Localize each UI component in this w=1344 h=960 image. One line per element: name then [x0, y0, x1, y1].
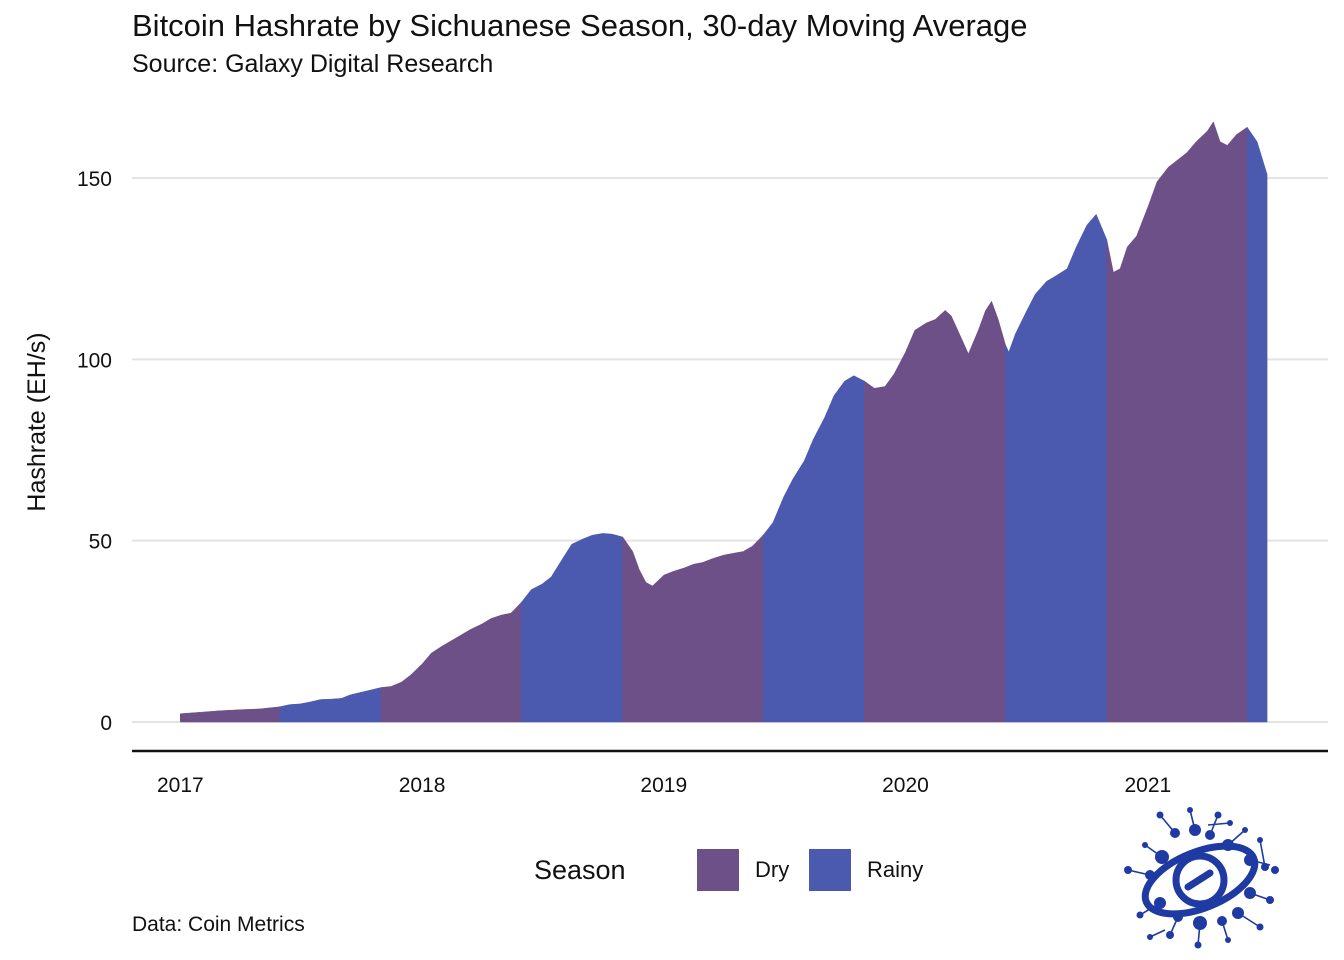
- area-segment-dry: [180, 706, 280, 723]
- area-segment-rainy: [762, 375, 865, 723]
- x-tick-label: 2017: [157, 774, 204, 797]
- area-segment-dry: [380, 601, 522, 723]
- legend-item-rainy: Rainy: [809, 849, 923, 891]
- chart-title: Bitcoin Hashrate by Sichuanese Season, 3…: [132, 8, 1028, 43]
- y-axis-label: Hashrate (EH/s): [23, 332, 51, 511]
- area-segment-dry: [622, 534, 764, 723]
- area-segment-rainy: [279, 687, 382, 723]
- y-tick-label: 0: [100, 712, 112, 735]
- legend-item-dry: Dry: [697, 849, 789, 891]
- x-tick-label: 2018: [399, 774, 446, 797]
- legend-label-dry: Dry: [755, 857, 790, 882]
- area-segment-rainy: [1246, 126, 1268, 723]
- x-tick-label: 2021: [1125, 774, 1172, 797]
- chart-subtitle: Source: Galaxy Digital Research: [132, 50, 494, 78]
- x-tick-label: 2019: [640, 774, 687, 797]
- galaxy-digital-logo: [1124, 807, 1279, 949]
- area-segment-rainy: [521, 533, 623, 723]
- legend-swatch-rainy: [809, 849, 851, 891]
- legend-label-rainy: Rainy: [867, 857, 924, 882]
- season-areas: [180, 121, 1268, 723]
- legend-swatch-dry: [697, 849, 739, 891]
- area-segment-dry: [864, 300, 1006, 723]
- x-tick-labels: 2017 2018 2019 2020 2021: [157, 774, 1171, 797]
- area-segment-dry: [1106, 121, 1248, 723]
- y-tick-label: 100: [77, 349, 112, 372]
- x-tick-label: 2020: [882, 774, 929, 797]
- y-tick-label: 50: [89, 531, 112, 554]
- legend-title: Season: [534, 855, 626, 885]
- area-segment-rainy: [1005, 213, 1108, 723]
- data-source-caption: Data: Coin Metrics: [132, 913, 305, 936]
- y-tick-labels: 0 50 100 150: [77, 168, 112, 735]
- y-tick-label: 150: [77, 168, 112, 191]
